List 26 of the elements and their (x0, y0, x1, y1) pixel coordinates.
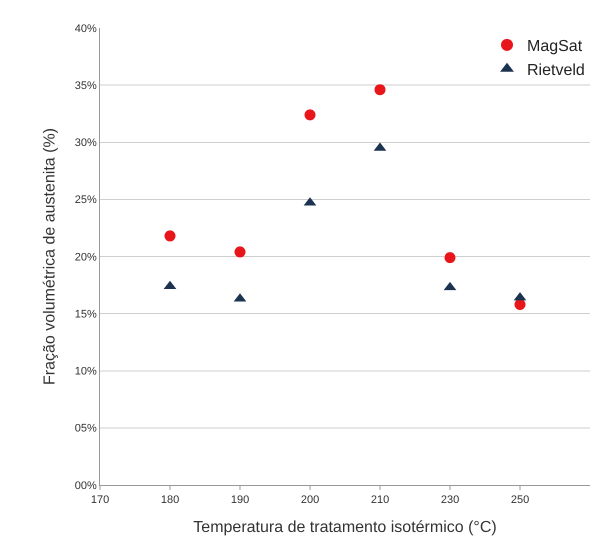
y-tick-label: 35% (74, 80, 98, 92)
point (304, 109, 316, 120)
y-tick-label: 10% (74, 366, 98, 378)
y-axis-title: Fração volumétrica de austenita (%) (42, 128, 59, 385)
y-tick-label: 25% (74, 194, 98, 206)
x-tick-label: 180 (160, 494, 180, 506)
y-tick-label: 00% (74, 480, 98, 492)
point (444, 252, 456, 264)
x-tick-label: 190 (230, 494, 250, 506)
point (234, 246, 246, 258)
x-axis-title: Temperatura de tratamento isotérmico (°C) (193, 518, 497, 536)
point (374, 84, 386, 96)
y-tick-label: 20% (74, 251, 98, 264)
legend-label: Rietveld (527, 62, 585, 79)
y-tick-label: 40% (74, 22, 98, 35)
point (514, 298, 526, 310)
point (164, 230, 176, 242)
x-tick-label: 210 (370, 494, 390, 506)
legend-label: MagSat (527, 38, 583, 56)
x-tick-label: 200 (300, 494, 320, 506)
y-tick-label: 30% (74, 137, 98, 150)
y-tick-label: 15% (74, 308, 98, 320)
x-tick-label: 170 (90, 494, 110, 506)
y-tick-label: 05% (74, 422, 98, 435)
x-tick-label: 250 (510, 494, 530, 506)
x-tick-label: 230 (440, 494, 460, 506)
